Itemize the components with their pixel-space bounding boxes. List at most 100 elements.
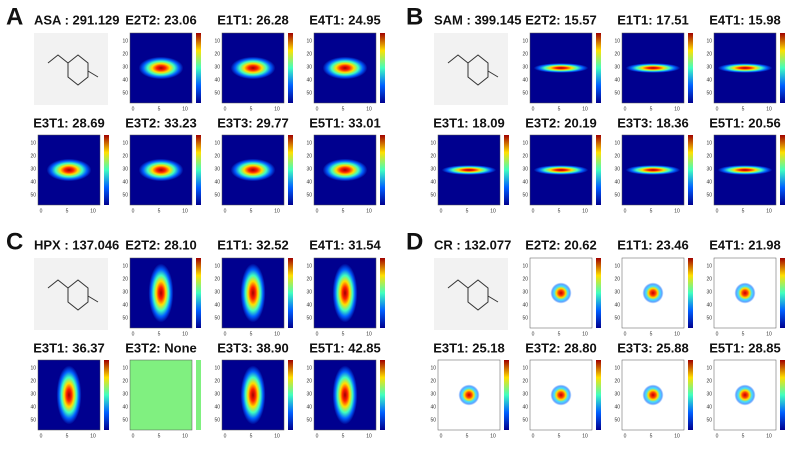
molecule-image: [34, 33, 108, 105]
y-tick-label: 30: [306, 64, 312, 70]
colorbar: [196, 258, 201, 328]
y-tick-label: 10: [30, 140, 36, 146]
colorbar: [504, 360, 509, 430]
x-tick-label: 10: [490, 433, 496, 439]
y-tick-label: 10: [706, 365, 712, 371]
y-tick-label: 30: [614, 166, 620, 172]
x-tick-label: 5: [466, 208, 469, 214]
y-tick-label: 20: [306, 153, 312, 159]
panel-letter: C: [6, 228, 23, 255]
x-tick-label: 0: [440, 208, 443, 214]
heatmap-blob: [550, 384, 572, 406]
y-tick-label: 50: [122, 315, 128, 321]
y-tick-label: 20: [522, 378, 528, 384]
x-tick-label: 5: [742, 106, 745, 112]
heatmap-blob: [148, 263, 174, 323]
x-tick-label: 0: [132, 106, 135, 112]
y-tick-label: 30: [30, 166, 36, 172]
y-tick-label: 40: [706, 179, 712, 185]
y-tick-label: 30: [706, 289, 712, 295]
heatmap-blob: [717, 165, 773, 175]
plot-title: E5T1: 28.85: [709, 340, 781, 355]
y-tick-label: 10: [614, 365, 620, 371]
x-tick-label: 5: [158, 208, 161, 214]
heatmap-blob: [230, 56, 276, 80]
y-tick-label: 50: [430, 192, 436, 198]
heatmap-blob: [642, 384, 664, 406]
molecule-structure: [447, 279, 499, 311]
x-tick-label: 0: [716, 433, 719, 439]
y-tick-label: 30: [122, 391, 128, 397]
y-tick-label: 30: [706, 64, 712, 70]
x-tick-label: 10: [274, 331, 280, 337]
x-tick-label: 0: [532, 433, 535, 439]
heatmap-blob: [625, 165, 681, 175]
heatmap-blob: [332, 263, 358, 323]
y-tick-label: 20: [122, 276, 128, 282]
colorbar: [196, 135, 201, 205]
x-tick-label: 10: [582, 208, 588, 214]
y-tick-label: 30: [522, 391, 528, 397]
y-tick-label: 40: [306, 302, 312, 308]
x-tick-label: 10: [182, 106, 188, 112]
x-tick-label: 10: [182, 331, 188, 337]
y-tick-label: 50: [306, 417, 312, 423]
y-tick-label: 20: [214, 378, 220, 384]
heatmap-blob: [240, 365, 266, 425]
y-tick-label: 40: [614, 77, 620, 83]
heatmap-blob: [717, 63, 773, 73]
colorbar: [288, 33, 293, 103]
x-tick-label: 10: [366, 208, 372, 214]
x-tick-label: 0: [40, 433, 43, 439]
plot-title: E4T1: 15.98: [709, 12, 781, 27]
colorbar: [688, 135, 693, 205]
colorbar: [780, 33, 785, 103]
x-tick-label: 10: [674, 331, 680, 337]
x-tick-label: 5: [158, 433, 161, 439]
y-tick-label: 40: [522, 302, 528, 308]
plot-title: E4T1: 21.98: [709, 237, 781, 252]
x-tick-label: 10: [182, 208, 188, 214]
y-tick-label: 30: [706, 391, 712, 397]
y-tick-label: 10: [706, 38, 712, 44]
x-tick-label: 5: [558, 433, 561, 439]
y-tick-label: 10: [706, 263, 712, 269]
y-tick-label: 10: [522, 365, 528, 371]
y-tick-label: 20: [522, 51, 528, 57]
x-tick-label: 10: [274, 106, 280, 112]
y-tick-label: 50: [30, 417, 36, 423]
y-tick-label: 30: [122, 289, 128, 295]
y-tick-label: 50: [122, 90, 128, 96]
x-tick-label: 5: [558, 331, 561, 337]
y-tick-label: 10: [522, 38, 528, 44]
y-tick-label: 10: [430, 365, 436, 371]
colorbar: [596, 33, 601, 103]
colorbar: [196, 360, 201, 430]
y-tick-label: 20: [614, 51, 620, 57]
y-tick-label: 50: [430, 417, 436, 423]
y-tick-label: 30: [614, 289, 620, 295]
heatmap-blob: [230, 158, 276, 182]
y-tick-label: 50: [706, 90, 712, 96]
colorbar: [288, 135, 293, 205]
y-tick-label: 20: [214, 276, 220, 282]
y-tick-label: 20: [706, 378, 712, 384]
x-tick-label: 5: [342, 331, 345, 337]
molecule-image: [34, 258, 108, 330]
y-tick-label: 30: [522, 64, 528, 70]
y-tick-label: 40: [614, 404, 620, 410]
x-tick-label: 10: [766, 106, 772, 112]
colorbar: [780, 135, 785, 205]
y-tick-label: 40: [214, 404, 220, 410]
x-tick-label: 10: [90, 433, 96, 439]
y-tick-label: 50: [614, 417, 620, 423]
heatmap-blob: [46, 158, 92, 182]
y-tick-label: 30: [122, 166, 128, 172]
x-tick-label: 5: [342, 106, 345, 112]
x-tick-label: 0: [224, 208, 227, 214]
y-tick-label: 10: [30, 365, 36, 371]
plot-title: E2T2: 28.10: [125, 237, 197, 252]
colorbar: [288, 360, 293, 430]
y-tick-label: 40: [122, 404, 128, 410]
y-tick-label: 50: [706, 315, 712, 321]
